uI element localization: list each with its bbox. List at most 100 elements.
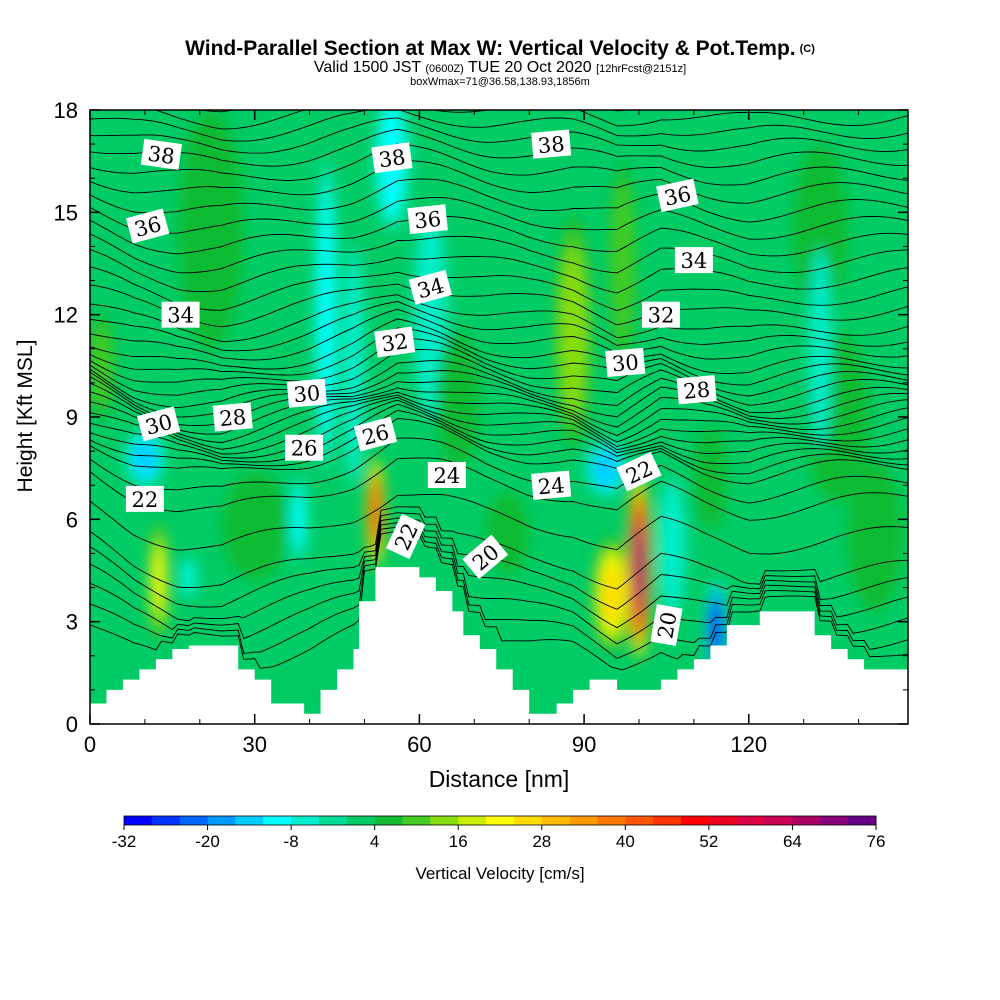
theta-contour xyxy=(90,338,908,397)
colorbar-swatch xyxy=(820,816,849,825)
colorbar-swatch xyxy=(708,816,738,825)
colorbar-swatch xyxy=(681,816,710,825)
velocity-cell xyxy=(592,536,631,653)
y-tick-label: 18 xyxy=(54,98,78,123)
theta-contour xyxy=(90,517,908,629)
contour-label-text: 38 xyxy=(537,132,566,158)
velocity-band xyxy=(592,448,621,489)
colorbar-swatch xyxy=(848,816,877,825)
contour-label: 20 xyxy=(650,604,683,647)
colorbar-tick-label: -32 xyxy=(112,832,137,851)
contour-label-text: 38 xyxy=(377,145,407,172)
x-tick-label: 120 xyxy=(730,732,767,757)
colorbar-swatch xyxy=(179,816,209,825)
contour-label-text: 28 xyxy=(682,378,711,404)
colorbar-swatch xyxy=(569,816,598,825)
velocity-cell xyxy=(809,246,832,452)
contour-label-box xyxy=(285,434,324,461)
colorbar-tick-label: -20 xyxy=(195,832,220,851)
valid-date: TUE 20 Oct 2020 xyxy=(468,59,592,76)
forecast-info: [12hrFcst@2151z] xyxy=(596,63,687,75)
colorbar-swatch xyxy=(151,816,181,825)
colorbar-tick-label: 76 xyxy=(867,832,886,851)
colorbar-swatch xyxy=(486,816,515,825)
theta-contour xyxy=(90,403,908,465)
contour-label: 32 xyxy=(641,301,680,328)
theta-contour xyxy=(90,418,908,485)
contour-label: 38 xyxy=(140,138,182,170)
theta-contour xyxy=(90,360,908,414)
contour-label: 26 xyxy=(285,434,324,461)
colorbar-swatch xyxy=(235,816,264,825)
theta-contour xyxy=(90,249,908,294)
contour-label: 28 xyxy=(212,402,253,432)
x-tick-label: 0 xyxy=(84,732,96,757)
theta-contour xyxy=(90,457,908,521)
theta-contour xyxy=(90,382,908,436)
valid-time: Valid 1500 JST xyxy=(313,59,421,76)
velocity-cell xyxy=(658,478,686,615)
colorbar-swatch xyxy=(653,816,682,825)
theta-contour xyxy=(90,301,908,352)
valid-time-line: Valid 1500 JST (0600Z) TUE 20 Oct 2020 [… xyxy=(0,60,1000,77)
velocity-blobs xyxy=(90,110,903,677)
contour-label-text: 36 xyxy=(662,182,693,211)
velocity-cell xyxy=(315,161,338,469)
contour-label-text: 26 xyxy=(291,437,318,461)
contour-label-box xyxy=(676,375,717,405)
contour-label: 24 xyxy=(531,470,572,500)
colorbar-tick-label: 16 xyxy=(449,832,468,851)
theta-contour xyxy=(90,233,908,274)
contour-label-box xyxy=(605,347,646,378)
contour-label: 30 xyxy=(605,347,646,378)
theta-contour xyxy=(90,160,908,204)
contour-label: 30 xyxy=(136,406,181,442)
theta-contour xyxy=(90,117,908,154)
velocity-band xyxy=(809,246,832,452)
contour-label-box xyxy=(371,142,413,174)
contour-label-text: 24 xyxy=(537,473,566,499)
theta-contour xyxy=(90,349,908,406)
contour-label-text: 28 xyxy=(218,405,247,431)
velocity-band xyxy=(90,323,112,409)
contour-label-box xyxy=(427,461,466,488)
contour-label-box xyxy=(641,301,680,328)
contour-label: 36 xyxy=(656,178,699,212)
theta-contour xyxy=(90,522,908,645)
theta-contour xyxy=(90,399,908,459)
contour-label-box xyxy=(408,269,453,305)
colorbar-tick-label: 28 xyxy=(532,832,551,851)
theta-contour xyxy=(90,196,908,240)
theta-contour xyxy=(90,283,908,328)
velocity-band xyxy=(292,487,305,552)
y-axis-label: Height [Kft MSL] xyxy=(14,339,37,493)
contour-label: 32 xyxy=(374,326,416,358)
contour-label-box xyxy=(616,451,662,492)
colorbar-swatch xyxy=(402,816,431,825)
colorbar-swatch xyxy=(346,816,376,825)
colorbar-tick-label: 40 xyxy=(616,832,635,851)
colorbar: -32 -20 -8 4 16 28 40 52 64 76 xyxy=(112,815,886,851)
theta-contour xyxy=(90,318,908,374)
velocity-cell xyxy=(182,556,196,598)
velocity-cell xyxy=(148,519,169,643)
contour-label: 34 xyxy=(674,247,713,274)
contour-label-text: 34 xyxy=(167,304,194,328)
colorbar-swatch xyxy=(124,816,153,825)
colorbar-swatch xyxy=(263,816,292,825)
contour-label-box xyxy=(674,247,713,274)
y-tick-label: 9 xyxy=(66,405,78,430)
contour-label-text: 30 xyxy=(293,381,322,407)
colorbar-swatch xyxy=(207,816,236,825)
velocity-band xyxy=(559,247,587,417)
theta-contour xyxy=(90,391,908,444)
colorbar-swatch xyxy=(792,816,821,825)
theta-contour xyxy=(90,437,908,504)
contour-label: 24 xyxy=(427,461,466,488)
colorbar-swatch xyxy=(374,816,404,825)
colorbar-tick-label: -8 xyxy=(284,832,299,851)
contour-label-text: 34 xyxy=(681,249,708,273)
theta-contour xyxy=(90,266,908,312)
theta-contour xyxy=(90,526,908,659)
